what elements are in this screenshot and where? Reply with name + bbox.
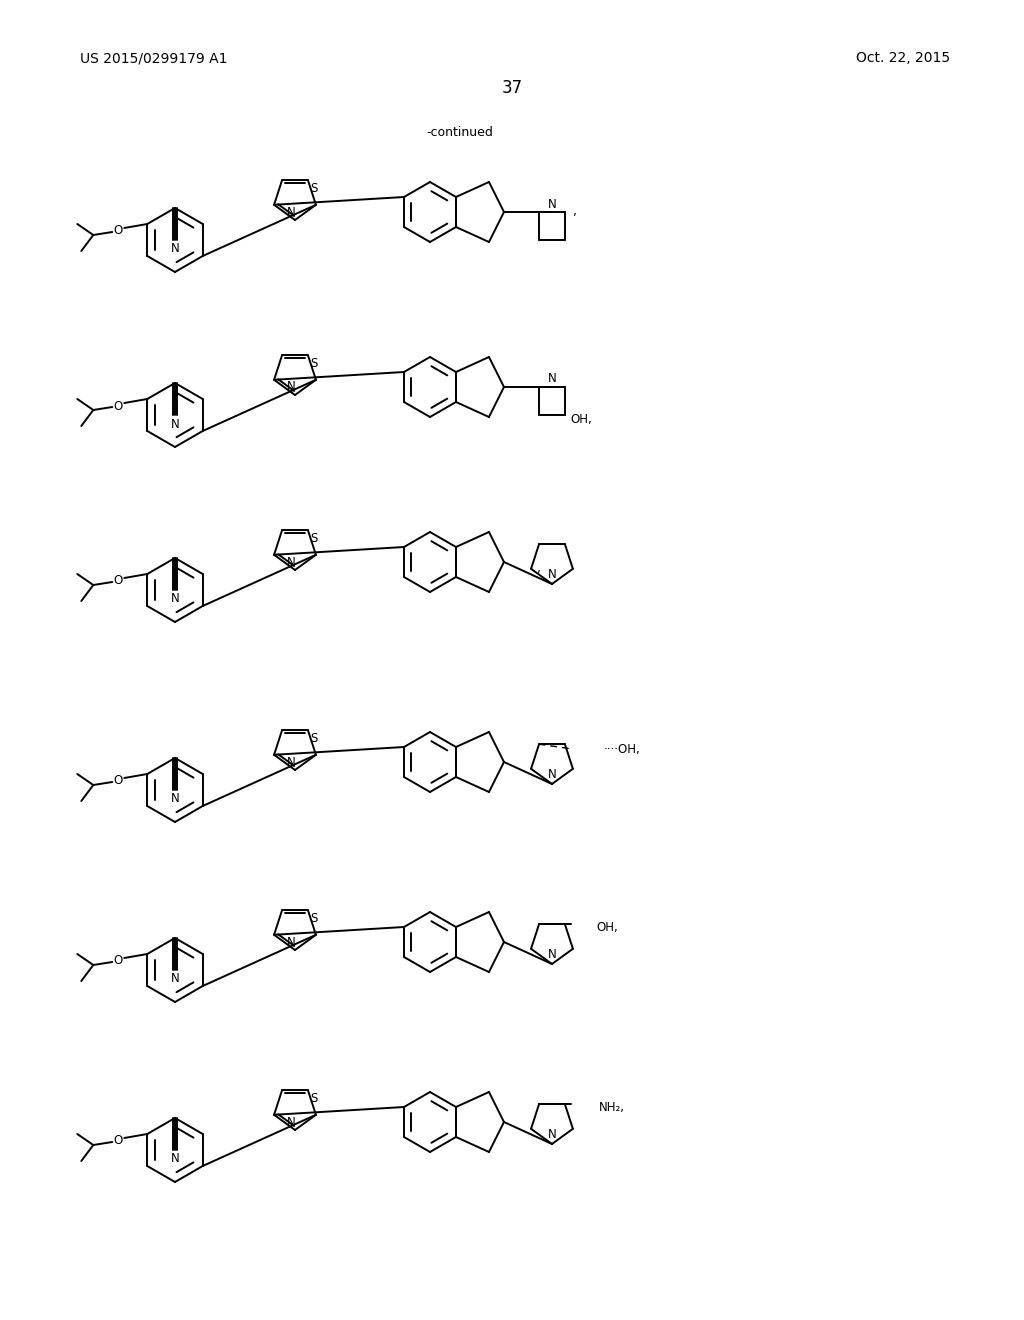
Text: N: N <box>287 755 295 768</box>
Text: S: S <box>310 356 317 370</box>
Text: N: N <box>548 372 556 385</box>
Text: O: O <box>114 775 123 788</box>
Text: N: N <box>548 1129 556 1142</box>
Text: N: N <box>287 1115 295 1129</box>
Text: O: O <box>114 400 123 412</box>
Text: O: O <box>114 224 123 238</box>
Text: OH,: OH, <box>596 921 617 933</box>
Text: NH₂,: NH₂, <box>599 1101 625 1114</box>
Text: S: S <box>310 1092 317 1105</box>
Text: N: N <box>287 936 295 949</box>
Text: O: O <box>114 1134 123 1147</box>
Text: N: N <box>171 973 179 986</box>
Text: -continued: -continued <box>427 127 494 140</box>
Text: N: N <box>287 380 295 393</box>
Text: N: N <box>287 556 295 569</box>
Text: N: N <box>548 768 556 781</box>
Text: O: O <box>114 954 123 968</box>
Text: N: N <box>548 569 556 582</box>
Text: ,: , <box>537 562 541 576</box>
Text: N: N <box>171 243 179 256</box>
Text: S: S <box>310 912 317 925</box>
Text: O: O <box>114 574 123 587</box>
Text: 37: 37 <box>502 79 522 96</box>
Text: S: S <box>310 731 317 744</box>
Text: Oct. 22, 2015: Oct. 22, 2015 <box>856 51 950 65</box>
Text: ····OH,: ····OH, <box>604 743 641 756</box>
Text: S: S <box>310 532 317 545</box>
Text: N: N <box>548 198 556 210</box>
Text: N: N <box>171 792 179 805</box>
Text: OH,: OH, <box>570 413 592 426</box>
Text: S: S <box>310 182 317 195</box>
Text: N: N <box>171 593 179 606</box>
Text: N: N <box>171 417 179 430</box>
Text: N: N <box>548 949 556 961</box>
Text: ,: , <box>573 206 577 219</box>
Text: N: N <box>287 206 295 219</box>
Text: N: N <box>171 1152 179 1166</box>
Text: US 2015/0299179 A1: US 2015/0299179 A1 <box>80 51 227 65</box>
